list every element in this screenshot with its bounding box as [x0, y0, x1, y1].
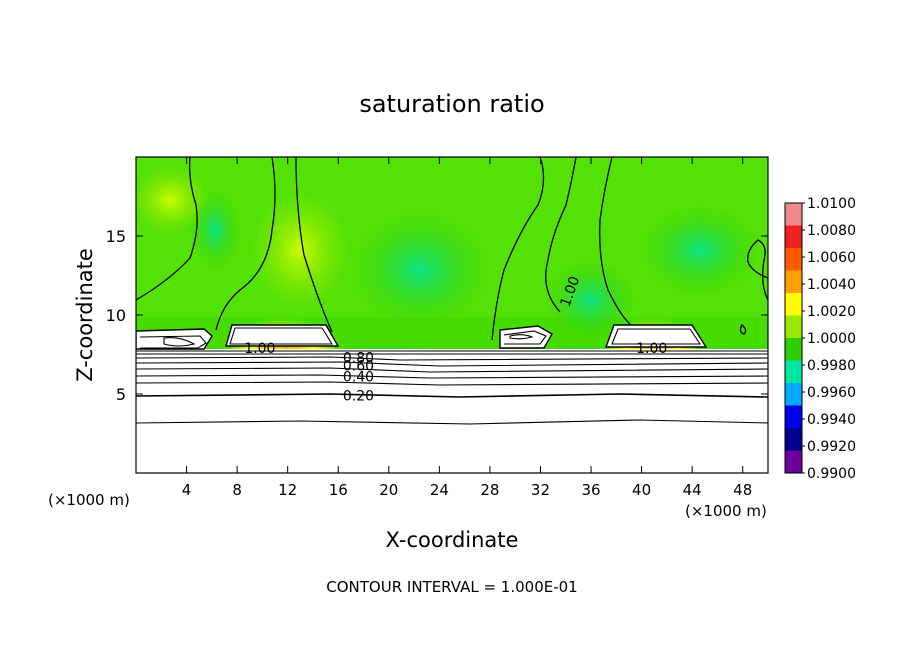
x-tick-label: 4 — [182, 481, 192, 499]
chart-title: saturation ratio — [359, 90, 544, 118]
colorbar-label: 0.9900 — [807, 466, 856, 482]
x-tick-label: 20 — [379, 481, 398, 499]
x-tick-label: 48 — [733, 481, 752, 499]
x-unit-left: (×1000 m) — [48, 491, 130, 509]
colorbar-swatch — [785, 360, 802, 384]
x-tick-label: 28 — [480, 481, 499, 499]
contour-label: 0.60 — [343, 359, 374, 375]
y-tick-label: 10 — [106, 306, 126, 325]
y-tick-label: 15 — [106, 227, 126, 246]
y-axis: 5 10 15 — [106, 227, 768, 404]
subsaturated-contours — [136, 350, 768, 425]
x-tick-label: 44 — [683, 481, 702, 499]
colorbar-swatch — [785, 450, 802, 474]
dry-layer — [136, 349, 768, 473]
contour-label: 0.40 — [343, 370, 374, 386]
colorbar-label: 0.9960 — [807, 385, 856, 401]
cyan-patch — [640, 205, 760, 295]
colorbar-swatch — [785, 270, 802, 294]
colorbar-label: 1.0100 — [807, 196, 856, 212]
colorbar-label: 0.9940 — [807, 412, 856, 428]
colorbar-swatch — [785, 203, 802, 226]
y-axis-label: Z-coordinate — [73, 248, 97, 382]
contour-label: 0.20 — [343, 389, 374, 405]
y-tick-label: 5 — [116, 385, 126, 404]
colorbar-swatch — [785, 383, 802, 406]
colorbar-swatch — [785, 315, 802, 339]
colorbar-swatch — [785, 225, 802, 249]
colorbar-label: 0.9920 — [807, 439, 856, 455]
colorbar-label: 1.0000 — [807, 331, 856, 347]
contour-lines-1.00 — [136, 157, 768, 341]
contour-label: 0.80 — [343, 351, 374, 367]
cloud-inner-contours — [139, 327, 702, 349]
x-axis-label: X-coordinate — [386, 528, 519, 552]
colorbar-swatch — [785, 428, 802, 451]
colorbar-swatch — [785, 293, 802, 316]
x-tick-label: 8 — [232, 481, 242, 499]
x-unit-right: (×1000 m) — [685, 502, 767, 520]
x-tick-label: 24 — [430, 481, 449, 499]
plot-area — [136, 157, 768, 473]
x-tick-label: 40 — [632, 481, 651, 499]
colorbar-swatch — [785, 338, 802, 361]
contour-labels: 1.00 1.001.000.800.600.400.20 — [244, 274, 667, 404]
colorbar-label: 1.0080 — [807, 223, 856, 239]
contour-label: 1.00 — [244, 341, 275, 357]
x-tick-label: 36 — [581, 481, 600, 499]
colorbar-label: 1.0040 — [807, 277, 856, 293]
contour-label: 1.00 — [636, 341, 667, 357]
cyan-patch — [350, 210, 490, 330]
x-tick-label: 16 — [329, 481, 348, 499]
colorbar: 1.0100 1.0080 1.0060 1.0040 1.0020 1.0000 0.99… — [784, 196, 856, 482]
colorbar-swatch — [785, 248, 802, 271]
x-tick-label: 12 — [278, 481, 297, 499]
x-tick-label: 32 — [531, 481, 550, 499]
cyan-patch — [190, 190, 240, 270]
colorbar-label: 0.9980 — [807, 358, 856, 374]
colorbar-label: 1.0020 — [807, 304, 856, 320]
colorbar-swatch — [785, 405, 802, 429]
contour-interval-note: CONTOUR INTERVAL = 1.000E-01 — [326, 578, 577, 596]
colorbar-label: 1.0060 — [807, 250, 856, 266]
x-axis: 4 8 12 16 20 24 28 32 36 40 44 48 — [182, 157, 752, 499]
